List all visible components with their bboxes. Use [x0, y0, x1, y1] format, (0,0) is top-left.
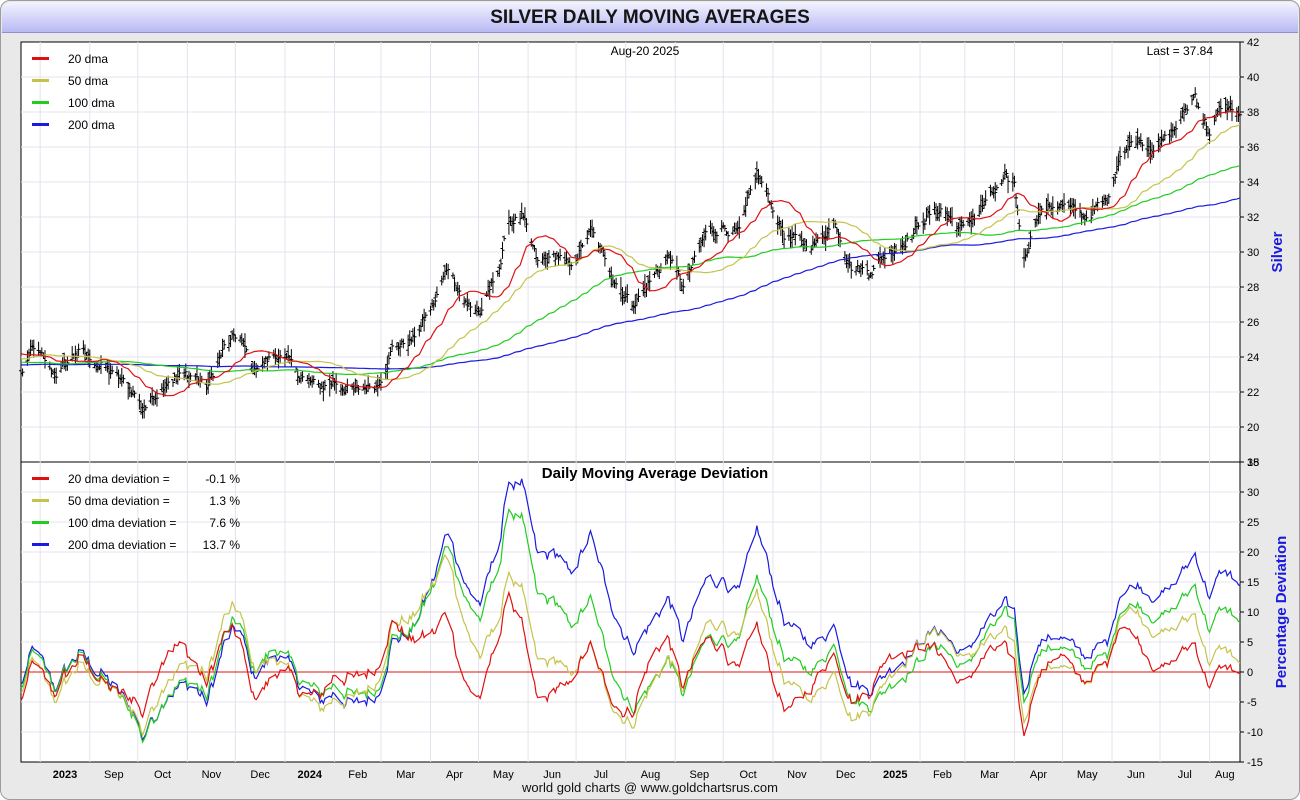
- deviation-y-tick-label: -15: [1247, 757, 1263, 769]
- deviation-legend-value: 13.7 %: [203, 538, 241, 552]
- deviation-y-tick-label: 10: [1247, 607, 1259, 619]
- deviation-legend-value: -0.1 %: [205, 472, 240, 486]
- deviation-axis-title: Percentage Deviation: [1273, 536, 1290, 689]
- ma-line-50: [20, 124, 1241, 385]
- x-axis-label: Mar: [396, 769, 415, 781]
- ma-line-200: [21, 197, 1241, 370]
- price-y-tick-label: 22: [1247, 387, 1259, 399]
- last-price-label: Last = 37.84: [1147, 44, 1214, 58]
- legend-label-20: 20 dma: [68, 52, 108, 66]
- x-axis-label: Nov: [202, 769, 222, 781]
- title-bar: SILVER DAILY MOVING AVERAGES: [2, 2, 1298, 33]
- price-y-tick-label: 42: [1247, 37, 1259, 49]
- x-axis-label: Jun: [1127, 769, 1145, 781]
- x-axis-label: 2024: [298, 769, 323, 781]
- price-y-tick-label: 36: [1247, 142, 1259, 154]
- x-axis-label: Mar: [980, 769, 999, 781]
- deviation-y-tick-label: 35: [1247, 457, 1259, 469]
- x-axis-label: Feb: [348, 769, 367, 781]
- deviation-legend-swatch: [32, 521, 49, 524]
- deviation-y-tick-label: 15: [1247, 577, 1259, 589]
- deviation-legend-swatch: [32, 477, 49, 480]
- deviation-legend-label: 20 dma deviation =: [68, 472, 170, 486]
- footer-credit: world gold charts @ www.goldchartsrus.co…: [522, 780, 778, 795]
- axes: 18 20 22 24 26 28 30 32 34 36 38 40 42 -15 -10 -5 0 5 10 15…: [53, 37, 1290, 781]
- chart-title: SILVER DAILY MOVING AVERAGES: [490, 7, 810, 28]
- x-axis-label: Jun: [543, 769, 561, 781]
- x-axis-label: Feb: [933, 769, 952, 781]
- deviation-legend-value: 7.6 %: [209, 516, 240, 530]
- deviation-legend-label: 200 dma deviation =: [68, 538, 176, 552]
- deviation-y-tick-label: 30: [1247, 487, 1259, 499]
- x-axis-label: Sep: [104, 769, 124, 781]
- x-axis-label: 2025: [883, 769, 907, 781]
- price-panel: [19, 87, 1242, 419]
- legend-label-100: 100 dma: [68, 96, 115, 110]
- price-y-tick-label: 40: [1247, 72, 1259, 84]
- deviation-y-tick-label: -5: [1247, 697, 1257, 709]
- deviation-legend-value: 1.3 %: [209, 494, 240, 508]
- x-axis-label: May: [493, 769, 514, 781]
- x-axis-label: May: [1077, 769, 1098, 781]
- ma-line-100: [20, 164, 1241, 375]
- x-axis-label: Oct: [154, 769, 171, 781]
- deviation-y-tick-label: 20: [1247, 547, 1259, 559]
- deviation-legend-swatch: [32, 499, 49, 502]
- price-y-tick-label: 20: [1247, 422, 1259, 434]
- price-y-tick-label: 24: [1247, 352, 1259, 364]
- legend-label-50: 50 dma: [68, 74, 108, 88]
- legend-label-200: 200 dma: [68, 118, 115, 132]
- price-y-tick-label: 38: [1247, 107, 1259, 119]
- x-axis-label: Nov: [787, 769, 807, 781]
- deviation-y-tick-label: -10: [1247, 727, 1263, 739]
- price-axis-title: Silver: [1269, 231, 1286, 272]
- price-y-tick-label: 18: [1247, 457, 1259, 469]
- x-axis-label: Jul: [594, 769, 608, 781]
- deviation-panel: [20, 478, 1241, 744]
- deviation-legend-label: 100 dma deviation =: [68, 516, 176, 530]
- x-axis-label: Oct: [740, 769, 757, 781]
- price-y-tick-label: 32: [1247, 212, 1259, 224]
- legends: 20 dma 50 dma 100 dma 200 dma 20 dma deviati…: [32, 52, 240, 552]
- deviation-panel-title: Daily Moving Average Deviation: [542, 465, 768, 482]
- price-y-tick-label: 28: [1247, 282, 1259, 294]
- price-y-tick-label: 26: [1247, 317, 1259, 329]
- x-axis-label: Jul: [1178, 769, 1192, 781]
- legend-swatch-200: [32, 123, 49, 126]
- x-axis-label: Apr: [446, 769, 463, 781]
- x-axis-label: Sep: [689, 769, 709, 781]
- x-axis-label: 2023: [53, 769, 77, 781]
- deviation-line-50: [20, 553, 1241, 737]
- deviation-line-200: [20, 478, 1241, 742]
- legend-swatch-100: [32, 101, 49, 104]
- price-y-tick-label: 34: [1247, 177, 1259, 189]
- x-axis-label: Apr: [1030, 769, 1047, 781]
- date-label: Aug-20 2025: [611, 44, 680, 58]
- x-axis-label: Dec: [250, 769, 270, 781]
- legend-swatch-50: [32, 79, 49, 82]
- price-y-tick-label: 30: [1247, 247, 1259, 259]
- deviation-y-tick-label: 0: [1247, 667, 1253, 679]
- x-axis-label: Aug: [1215, 769, 1235, 781]
- deviation-y-tick-label: 5: [1247, 637, 1253, 649]
- deviation-legend-swatch: [32, 543, 49, 546]
- legend-swatch-20: [32, 57, 49, 60]
- deviation-y-tick-label: 25: [1247, 517, 1259, 529]
- deviation-legend-label: 50 dma deviation =: [68, 494, 170, 508]
- deviation-line-20: [20, 590, 1241, 737]
- grid: [21, 42, 1240, 762]
- x-axis-label: Aug: [641, 769, 661, 781]
- ma-line-20: [20, 110, 1241, 397]
- x-axis-label: Dec: [836, 769, 856, 781]
